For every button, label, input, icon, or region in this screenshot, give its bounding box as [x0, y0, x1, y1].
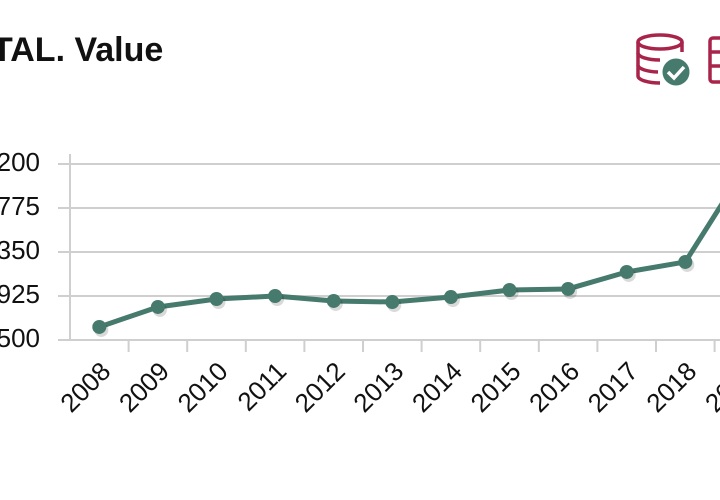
- x-tick-label: 2014: [406, 356, 468, 418]
- y-tick-label: 925: [0, 279, 40, 309]
- data-point: [443, 290, 458, 305]
- y-tick-label: 500: [0, 323, 40, 353]
- x-tick-label: 2008: [54, 356, 116, 418]
- data-point: [502, 282, 517, 297]
- x-tick-label: 2017: [582, 356, 644, 418]
- data-point: [561, 281, 576, 296]
- data-point: [619, 264, 634, 279]
- x-tick-label: 2010: [171, 356, 233, 418]
- check-mark: [666, 65, 686, 81]
- data-point: [92, 319, 107, 334]
- x-tick-label: 2016: [523, 356, 585, 418]
- x-tick-label: 2009: [113, 356, 175, 418]
- series-line: [98, 202, 720, 330]
- data-point: [150, 299, 165, 314]
- x-tick-label: 2018: [640, 356, 702, 418]
- database-icon: [636, 33, 684, 85]
- data-point: [326, 293, 341, 308]
- data-point: [385, 295, 400, 310]
- table-icon: [708, 36, 720, 84]
- x-tick-label: 2013: [347, 356, 409, 418]
- y-tick-label: 1350: [0, 235, 40, 265]
- y-tick-label: 2200: [0, 147, 40, 177]
- data-point: [209, 292, 224, 307]
- check-badge: [659, 55, 693, 89]
- data-point: [268, 289, 283, 303]
- x-tick-label: 2012: [289, 356, 351, 418]
- x-tick-label: 2015: [464, 356, 526, 418]
- chart-title: TAL. Value: [0, 31, 163, 69]
- data-point: [678, 254, 693, 269]
- x-tick-label: 2011: [231, 356, 292, 417]
- y-tick-label: 1775: [0, 191, 40, 221]
- x-tick-label: 2020: [699, 356, 720, 418]
